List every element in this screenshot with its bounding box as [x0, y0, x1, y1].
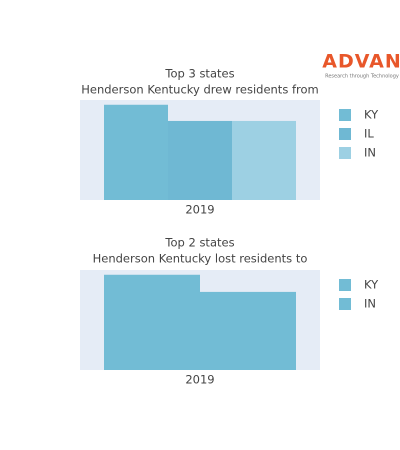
legend-swatch: [339, 298, 351, 310]
chart-title: Top 3 states: [164, 67, 234, 81]
legend-swatch: [339, 109, 351, 121]
bar: [232, 120, 296, 200]
legend-swatch: [339, 128, 351, 140]
legend-swatch: [339, 147, 351, 159]
x-tick-label: 2019: [185, 203, 214, 217]
legend-label: IL: [364, 127, 374, 141]
bar: [168, 120, 232, 200]
legend-label: KY: [364, 108, 379, 122]
chart-subtitle: Henderson Kentucky lost residents to: [93, 252, 308, 266]
legend-label: IN: [364, 297, 376, 311]
legend-label: KY: [364, 278, 379, 292]
bar: [104, 104, 168, 200]
logo-name: ADVAN: [322, 51, 400, 73]
legend-swatch: [339, 279, 351, 291]
logo-tagline: Research through Technology: [325, 74, 399, 80]
legend-label: IN: [364, 146, 376, 160]
bar: [104, 274, 200, 370]
chart-title: Top 2 states: [164, 236, 234, 250]
x-tick-label: 2019: [185, 373, 214, 387]
bar: [200, 291, 296, 370]
chart-subtitle: Henderson Kentucky drew residents from: [81, 83, 318, 97]
